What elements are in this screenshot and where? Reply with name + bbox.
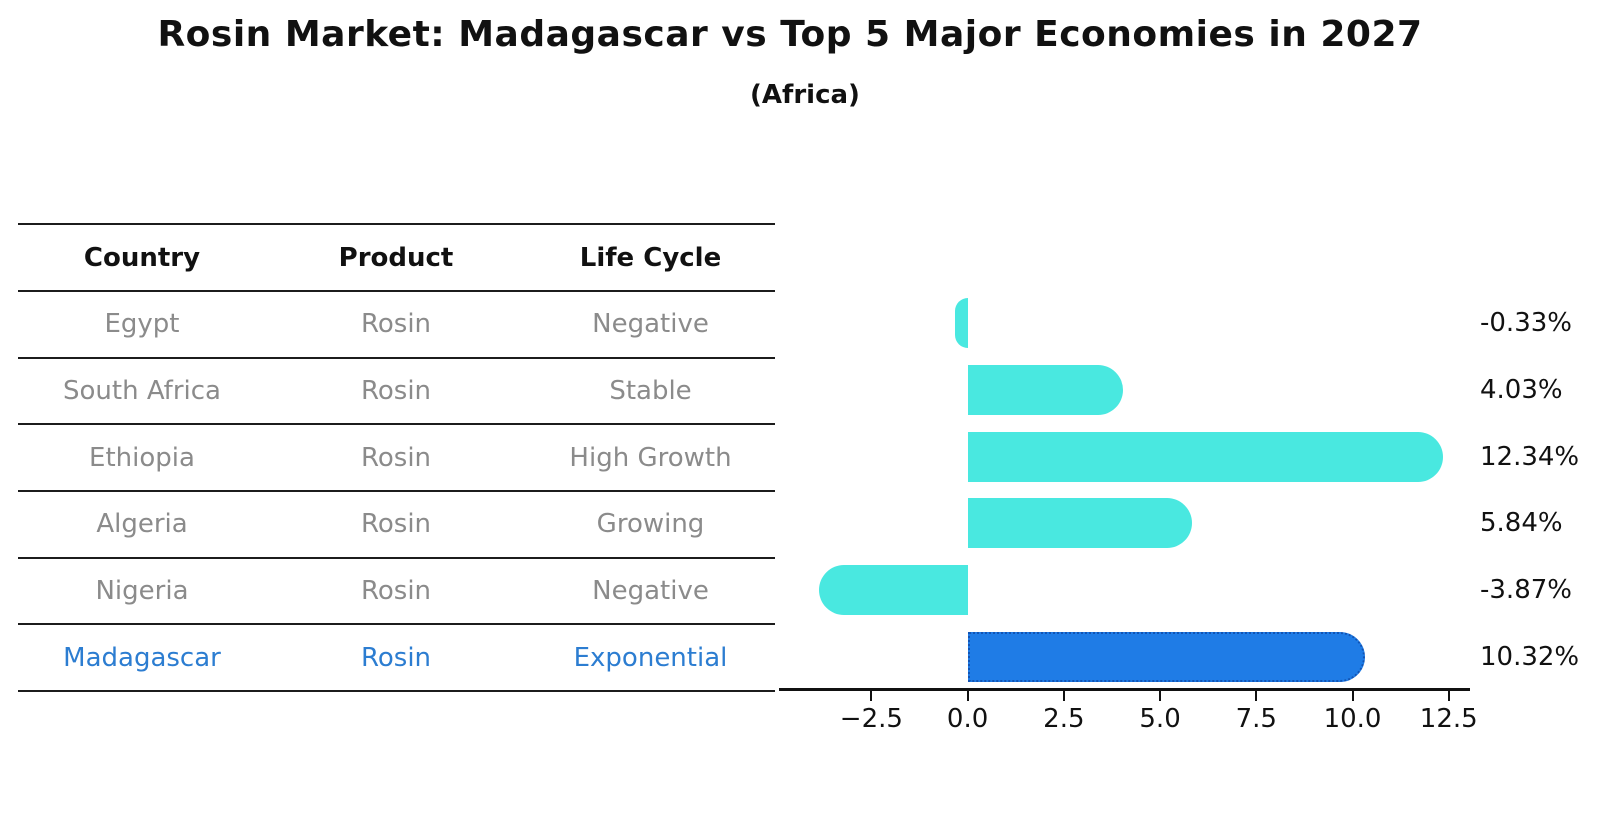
x-tick-label: 0.0 — [946, 704, 989, 734]
bar-value-label: -0.33% — [1480, 308, 1572, 339]
table-row-ethiopia: Ethiopia Rosin High Growth — [18, 425, 775, 492]
cell-lifecycle: Exponential — [573, 642, 728, 673]
cell-lifecycle: Growing — [596, 509, 705, 540]
bar-value-labels: -0.33% 4.03% 12.34% 5.84% -3.87% 10.32% — [1480, 290, 1600, 690]
tick-mark — [1159, 691, 1162, 701]
bar-value-label: 10.32% — [1480, 641, 1580, 672]
table-header-country: Country — [83, 242, 201, 273]
bar-algeria — [967, 498, 1193, 549]
cell-country: Ethiopia — [89, 442, 195, 473]
page-subtitle: (Africa) — [750, 80, 860, 110]
table-header-lifecycle: Life Cycle — [579, 242, 722, 273]
bar-value-label: 4.03% — [1480, 374, 1563, 405]
cell-country: Egypt — [104, 309, 180, 340]
x-tick-label: 2.5 — [1043, 704, 1085, 734]
x-tick-label: −2.5 — [839, 704, 903, 734]
tick-mark — [1351, 691, 1354, 701]
table-row-egypt: Egypt Rosin Negative — [18, 292, 775, 359]
bar-south-africa — [967, 365, 1123, 415]
cell-product: Rosin — [360, 642, 432, 673]
tick-mark — [870, 691, 873, 701]
value-row: 5.84% — [1480, 490, 1600, 557]
table-row-algeria: Algeria Rosin Growing — [18, 492, 775, 559]
cell-product: Rosin — [360, 442, 432, 473]
bar-chart — [779, 290, 1468, 690]
cell-lifecycle: High Growth — [569, 442, 732, 473]
cell-country: Nigeria — [95, 575, 189, 606]
tick-mark — [1255, 691, 1258, 701]
table-header-row: Country Product Life Cycle — [18, 225, 775, 292]
bar-value-label: 5.84% — [1480, 508, 1563, 539]
cell-country: Madagascar — [63, 642, 221, 673]
value-row: 10.32% — [1480, 623, 1600, 690]
cell-lifecycle: Negative — [592, 309, 709, 340]
cell-product: Rosin — [360, 309, 432, 340]
table-row-south-africa: South Africa Rosin Stable — [18, 359, 775, 426]
bar-value-label: -3.87% — [1480, 574, 1572, 605]
cell-product: Rosin — [360, 375, 432, 406]
value-row: 12.34% — [1480, 423, 1600, 490]
bar-egypt — [954, 298, 968, 349]
cell-country: South Africa — [63, 375, 221, 406]
x-tick-label: 10.0 — [1323, 704, 1382, 734]
x-tick-label: 7.5 — [1235, 704, 1277, 734]
tick-mark — [1447, 691, 1450, 701]
cell-product: Rosin — [360, 575, 432, 606]
cell-country: Algeria — [96, 509, 188, 540]
table-row-nigeria: Nigeria Rosin Negative — [18, 559, 775, 626]
bar-madagascar-highlight — [967, 631, 1365, 682]
cell-lifecycle: Negative — [592, 575, 709, 606]
bar-nigeria — [818, 565, 968, 615]
table-header-product: Product — [338, 242, 454, 273]
bar-value-label: 12.34% — [1480, 441, 1580, 472]
bar-ethiopia — [967, 431, 1443, 482]
page-title: Rosin Market: Madagascar vs Top 5 Major … — [157, 14, 1423, 55]
x-tick-label: 12.5 — [1419, 704, 1478, 734]
cell-product: Rosin — [360, 509, 432, 540]
x-axis: −2.5 0.0 2.5 5.0 7.5 10.0 12.5 — [779, 688, 1478, 748]
value-row: 4.03% — [1480, 357, 1600, 424]
country-table: Country Product Life Cycle Egypt Rosin N… — [18, 223, 775, 692]
cell-lifecycle: Stable — [609, 375, 692, 406]
x-tick-label: 5.0 — [1139, 704, 1181, 734]
value-row: -0.33% — [1480, 290, 1600, 357]
table-row-madagascar: Madagascar Rosin Exponential — [18, 625, 775, 692]
x-axis-line — [779, 688, 1470, 691]
tick-mark — [966, 691, 969, 701]
tick-mark — [1062, 691, 1065, 701]
value-row: -3.87% — [1480, 557, 1600, 624]
